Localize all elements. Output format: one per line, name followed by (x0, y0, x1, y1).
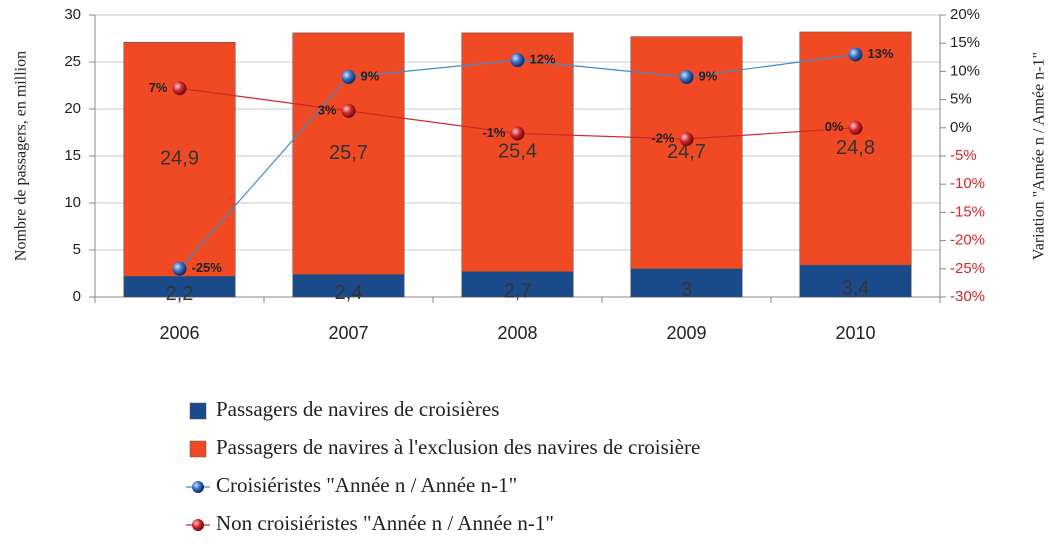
point-label: -2% (651, 131, 675, 146)
y2-tick-label: -25% (950, 260, 985, 277)
marker (172, 261, 187, 276)
point-label: 9% (361, 68, 380, 83)
y-tick-label: 25 (64, 53, 81, 70)
bar-label: 3 (681, 279, 692, 301)
y-tick-label: 10 (64, 194, 81, 211)
marker (341, 70, 356, 85)
bar (799, 31, 912, 266)
marker (510, 53, 525, 68)
y2-tick-label: 20% (950, 6, 980, 23)
bar-label: 25,4 (498, 141, 537, 163)
x-tick-label: 2010 (835, 323, 875, 343)
bar-label: 24,7 (667, 141, 706, 163)
bar-label: 24,9 (160, 148, 199, 170)
x-tick-label: 2009 (666, 323, 706, 343)
bar (461, 271, 574, 298)
bar-label: 25,7 (329, 142, 368, 164)
y-tick-label: 15 (64, 147, 81, 164)
x-tick-label: 2007 (328, 323, 368, 343)
legend-swatch (189, 440, 207, 458)
y2-tick-label: -10% (950, 175, 985, 192)
bar-label: 2,7 (504, 281, 532, 303)
bar-label: 24,8 (836, 137, 875, 159)
marker (848, 47, 863, 62)
bar-label: 2,2 (166, 283, 194, 305)
point-label: -25% (192, 260, 223, 275)
point-label: 0% (825, 119, 844, 134)
marker (510, 126, 525, 141)
point-label: 7% (149, 80, 168, 95)
legend-marker (192, 519, 204, 531)
bar (630, 268, 743, 298)
x-tick-label: 2008 (497, 323, 537, 343)
y-tick-label: 0 (73, 288, 81, 305)
legend-swatch (189, 402, 207, 420)
y-tick-label: 20 (64, 100, 81, 117)
legend-label: Croisiéristes "Année n / Année n-1" (216, 473, 517, 497)
marker (679, 70, 694, 85)
y2-tick-label: -30% (950, 288, 985, 305)
bar (461, 32, 574, 272)
point-label: 9% (699, 68, 718, 83)
marker (679, 132, 694, 147)
legend-label: Non croisiéristes "Année n / Année n-1" (216, 511, 554, 535)
bar (123, 42, 236, 277)
x-tick-label: 2006 (159, 323, 199, 343)
bar (799, 264, 912, 298)
y2-tick-label: 10% (950, 62, 980, 79)
point-label: -1% (482, 125, 506, 140)
y2-tick-label: 5% (950, 91, 972, 108)
y2-tick-label: -20% (950, 232, 985, 249)
bar-label: 3,4 (842, 277, 870, 299)
y2-tick-label: -15% (950, 203, 985, 220)
point-label: 13% (868, 46, 894, 61)
legend-label: Passagers de navires de croisières (216, 397, 499, 421)
marker (848, 120, 863, 135)
y-tick-label: 5 (73, 241, 81, 258)
bar-label: 2,4 (335, 282, 363, 304)
point-label: 3% (318, 102, 337, 117)
legend-marker (192, 481, 204, 493)
y-axis-label: Nombre de passagers, en million (13, 51, 30, 261)
marker (341, 103, 356, 118)
y2-tick-label: -5% (950, 147, 977, 164)
marker (172, 81, 187, 96)
y2-axis-label: Variation "Année n / Année n-1" (1031, 52, 1048, 260)
y2-tick-label: 15% (950, 34, 980, 51)
legend-label: Passagers de navires à l'exclusion des n… (216, 435, 700, 459)
point-label: 12% (530, 52, 556, 67)
y2-tick-label: 0% (950, 119, 972, 136)
y-tick-label: 30 (64, 6, 81, 23)
